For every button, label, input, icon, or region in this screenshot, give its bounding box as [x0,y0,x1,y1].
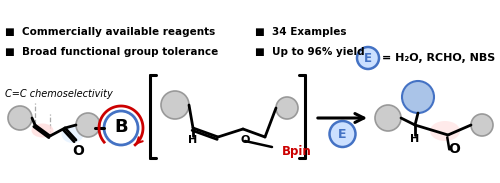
Text: Bpin: Bpin [282,145,312,158]
Circle shape [161,91,189,119]
Ellipse shape [32,124,54,137]
Circle shape [471,114,493,136]
Text: C=C chemoselectivity: C=C chemoselectivity [5,89,113,99]
Circle shape [8,106,32,130]
Text: ■  Commercially available reagents: ■ Commercially available reagents [5,27,215,37]
Text: ■  34 Examples: ■ 34 Examples [255,27,346,37]
Text: B: B [114,118,128,136]
Text: H: H [410,134,420,144]
Circle shape [104,111,138,145]
Text: O: O [72,144,84,158]
Text: O: O [448,142,460,156]
Circle shape [276,97,298,119]
Text: ■  Up to 96% yield: ■ Up to 96% yield [255,47,364,57]
Ellipse shape [62,125,84,143]
Circle shape [76,113,100,137]
Circle shape [330,121,355,147]
Text: O: O [240,135,250,145]
Text: E: E [338,128,347,141]
Text: ■  Broad functional group tolerance: ■ Broad functional group tolerance [5,47,218,57]
Text: = H₂O, RCHO, NBS: = H₂O, RCHO, NBS [382,53,495,63]
Ellipse shape [430,121,460,141]
Circle shape [375,105,401,131]
Circle shape [357,47,379,69]
Text: H: H [188,135,198,145]
Circle shape [402,81,434,113]
Text: E: E [364,51,372,64]
